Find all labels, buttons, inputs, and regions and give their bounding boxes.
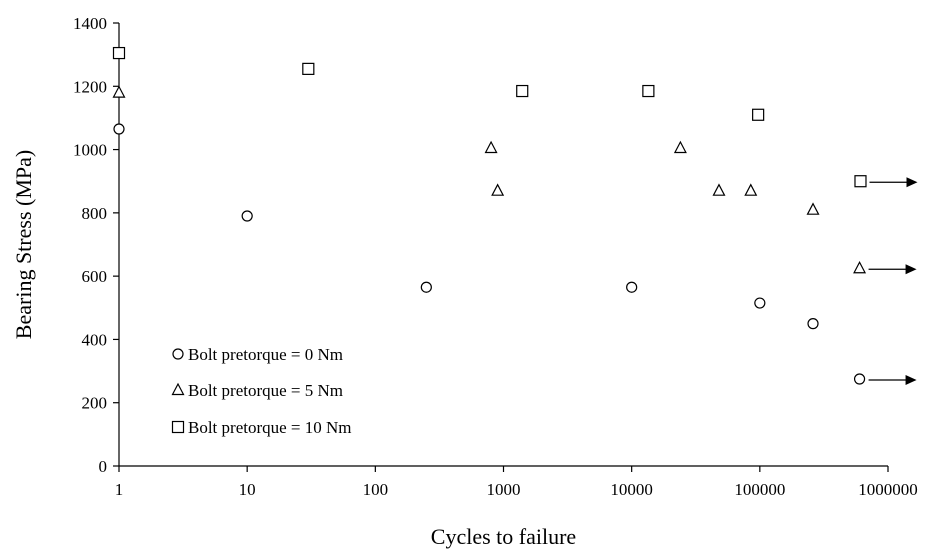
data-point-square	[516, 84, 529, 98]
data-point-triangle	[484, 140, 498, 154]
legend-circle-icon	[172, 348, 184, 360]
data-point-circle	[807, 318, 819, 330]
data-point-circle	[853, 373, 866, 385]
legend-label-10nm: Bolt pretorque = 10 Nm	[188, 418, 352, 437]
data-point-triangle	[112, 85, 126, 98]
data-point-square	[642, 84, 655, 98]
legend-square-marker	[171, 420, 185, 434]
legend: Bolt pretorque = 0 Nm Bolt pretorque = 5…	[171, 345, 352, 437]
y-tick-label: 800	[82, 204, 108, 223]
legend-item-0nm: Bolt pretorque = 0 Nm	[172, 345, 343, 364]
data-point-circle	[241, 210, 253, 222]
data-markers	[112, 46, 918, 385]
data-point-circle	[420, 281, 432, 293]
x-tick-label: 1000000	[858, 480, 918, 499]
data-point-triangle	[712, 183, 726, 196]
runout-arrow-icon	[905, 264, 917, 275]
runout-arrow-icon	[906, 177, 918, 188]
data-point-square	[854, 175, 867, 188]
data-point-circle	[754, 297, 766, 309]
data-point-triangle	[744, 183, 758, 196]
y-tick-label: 1000	[73, 141, 107, 160]
legend-triangle-marker	[171, 382, 185, 396]
data-point-triangle	[853, 260, 867, 274]
data-point-triangle	[806, 202, 820, 215]
y-axis-title: Bearing Stress (MPa)	[11, 150, 36, 339]
x-tick-label: 1000	[487, 480, 521, 499]
legend-square-icon	[171, 420, 185, 434]
x-tick-label: 100000	[734, 480, 785, 499]
x-tick-label: 100	[363, 480, 389, 499]
legend-item-10nm: Bolt pretorque = 10 Nm	[171, 418, 352, 437]
legend-triangle-icon	[171, 382, 185, 396]
legend-item-5nm: Bolt pretorque = 5 Nm	[171, 381, 343, 400]
y-tick-label: 1400	[73, 14, 107, 33]
legend-label-0nm: Bolt pretorque = 0 Nm	[188, 345, 343, 364]
x-axis-title: Cycles to failure	[431, 524, 576, 549]
legend-circle-marker	[172, 348, 184, 360]
x-tick-label: 1	[115, 480, 124, 499]
y-tick-label: 400	[82, 330, 108, 349]
y-tick-label: 600	[82, 267, 108, 286]
x-tick-label: 10000	[610, 480, 653, 499]
data-point-triangle	[673, 140, 687, 154]
data-point-triangle	[491, 183, 505, 196]
x-tick-label: 10	[239, 480, 256, 499]
y-tick-label: 200	[82, 394, 108, 413]
data-point-square	[302, 62, 315, 75]
data-point-square	[112, 46, 126, 60]
y-tick-label: 0	[99, 457, 108, 476]
x-axis-ticks: 1 10 100 1000 10000 100000 1000000	[115, 466, 918, 499]
data-point-circle	[113, 123, 125, 135]
data-point-square	[752, 108, 765, 121]
data-point-circle	[626, 281, 638, 293]
y-tick-label: 1200	[73, 77, 107, 96]
runout-arrow-icon	[905, 374, 917, 385]
legend-label-5nm: Bolt pretorque = 5 Nm	[188, 381, 343, 400]
y-axis-ticks: 0 200 400 600 800 1000 1200 1400	[73, 14, 119, 476]
